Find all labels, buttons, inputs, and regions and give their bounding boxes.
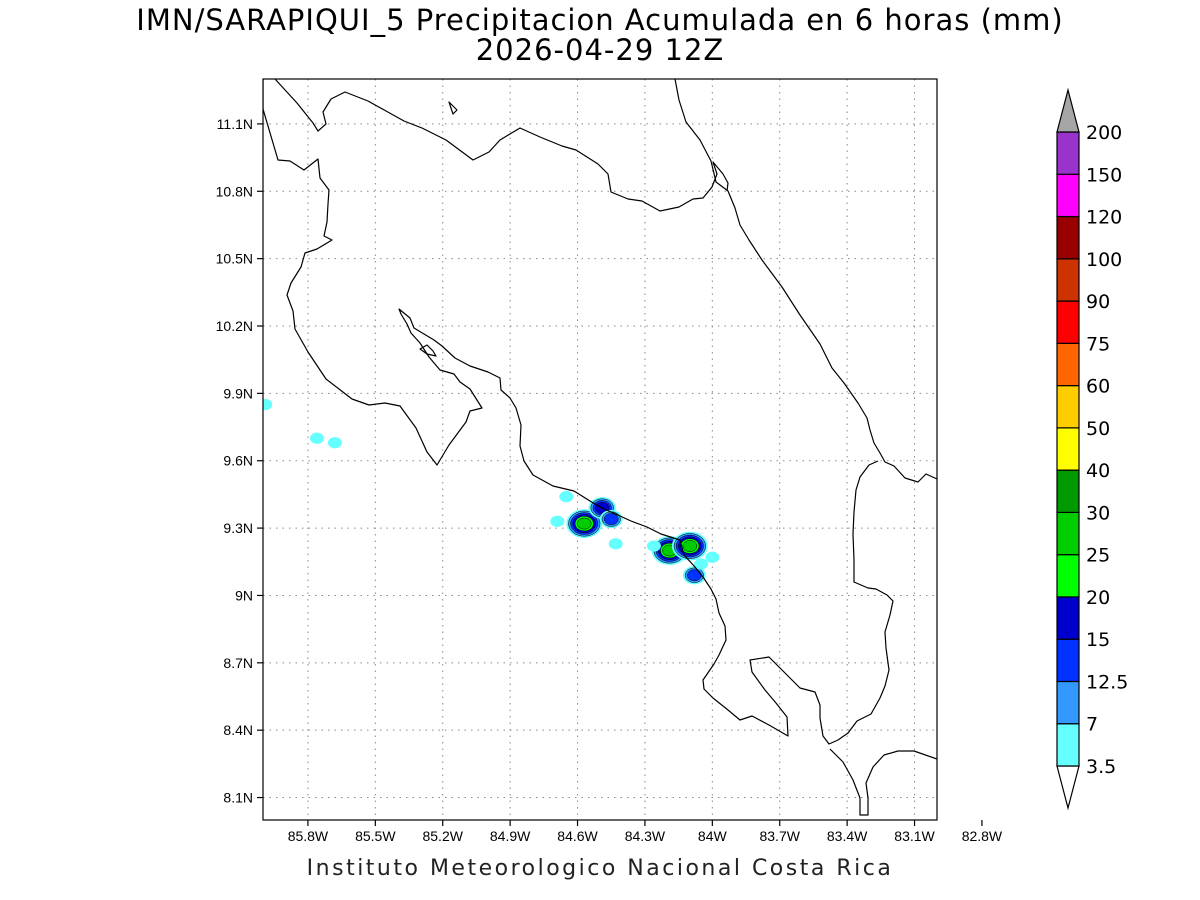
lat-tick-label: 9.3N (223, 520, 253, 536)
colorbar-level-label: 90 (1086, 291, 1110, 313)
lat-tick-label: 8.7N (223, 655, 253, 671)
colorbar-box (1056, 596, 1080, 640)
precip-contour (603, 513, 619, 525)
lat-tick-label: 9.9N (223, 385, 253, 401)
colorbar-level-label: 20 (1086, 587, 1110, 609)
colorbar-box (1056, 554, 1080, 598)
colorbar-level-label: 30 (1086, 502, 1110, 524)
colorbar-level-label: 200 (1086, 122, 1122, 144)
axis-ticks: 11.1N 10.8N 10.5N 10.2N 9.9N 9.6N 9.3N 9N 8.7N 8.… (216, 116, 1003, 844)
lon-tick-label: 83.1W (894, 828, 935, 844)
lat-tick-label: 9.6N (223, 453, 253, 469)
precip-contour (646, 540, 661, 552)
colorbar-legend: 3.5 7 12.5 15 20 25 30 40 50 60 75 90 100 120 150 200 (1056, 87, 1128, 811)
coastline (263, 79, 937, 816)
colorbar-box (1056, 385, 1080, 429)
lon-tick-label: 85.2W (422, 828, 463, 844)
colorbar-level-label: 3.5 (1086, 756, 1116, 778)
precipitation-field (263, 398, 720, 585)
colorbar-box (1056, 342, 1080, 387)
colorbar-level-label: 7 (1086, 714, 1098, 736)
precip-contour (550, 515, 565, 527)
colorbar-box (1056, 258, 1080, 302)
map-title: IMN/SARAPIQUI_5 Precipitacion Acumulada … (136, 3, 1064, 37)
lon-tick-label: 83.4W (827, 828, 868, 844)
lon-tick-label: 84W (698, 828, 728, 844)
lon-tick-label: 83.7W (759, 828, 800, 844)
lon-tick-label: 82.8W (962, 828, 1003, 844)
colorbar-box (1056, 131, 1080, 175)
footer-credit: Instituto Meteorologico Nacional Costa R… (306, 856, 894, 881)
precip-contour (309, 432, 324, 444)
lat-tick-label: 8.4N (223, 722, 253, 738)
lon-tick-label: 85.8W (288, 828, 329, 844)
map-frame (262, 78, 938, 821)
precip-contour (559, 491, 574, 503)
colorbar-level-label: 25 (1086, 545, 1110, 567)
colorbar-box (1056, 173, 1080, 218)
colorbar-box (1056, 723, 1080, 767)
lon-tick-label: 84.3W (625, 828, 666, 844)
colorbar-level-label: 12.5 (1086, 671, 1128, 693)
colorbar-box (1056, 680, 1080, 725)
precip-contour (682, 540, 698, 552)
precip-contour (327, 437, 342, 449)
precip-contour (687, 569, 702, 582)
colorbar-level-label: 150 (1086, 164, 1122, 186)
lon-tick-label: 85.5W (355, 828, 396, 844)
colorbar-box (1056, 638, 1080, 683)
precip-contour (608, 538, 623, 550)
colorbar-level-label: 50 (1086, 418, 1110, 440)
colorbar-box (1056, 427, 1080, 471)
precip-contour (263, 398, 273, 411)
colorbar-box (1056, 469, 1080, 513)
colorbar-level-label: 40 (1086, 460, 1110, 482)
precip-contour (577, 517, 592, 530)
lat-tick-label: 10.5N (216, 251, 253, 267)
lat-tick-label: 10.8N (216, 183, 253, 199)
colorbar-box (1056, 511, 1080, 556)
colorbar-level-label: 60 (1086, 376, 1110, 398)
lat-tick-label: 11.1N (217, 116, 253, 132)
lon-tick-label: 84.6W (557, 828, 598, 844)
lat-tick-label: 9N (235, 587, 253, 603)
colorbar-level-label: 15 (1086, 629, 1110, 651)
map-subtitle-datetime: 2026-04-29 12Z (475, 33, 725, 67)
precip-contour (705, 551, 720, 563)
colorbar-level-label: 100 (1086, 249, 1122, 271)
colorbar-upper-arrow (1056, 87, 1080, 133)
precip-contour (694, 558, 709, 570)
colorbar-level-label: 75 (1086, 333, 1110, 355)
colorbar-lower-arrow (1056, 765, 1080, 811)
colorbar-box (1056, 215, 1080, 260)
colorbar-level-label: 120 (1086, 207, 1122, 229)
colorbar-box (1056, 300, 1080, 344)
lon-tick-label: 84.9W (490, 828, 531, 844)
lat-tick-label: 10.2N (216, 318, 253, 334)
lat-tick-label: 8.1N (223, 790, 253, 806)
